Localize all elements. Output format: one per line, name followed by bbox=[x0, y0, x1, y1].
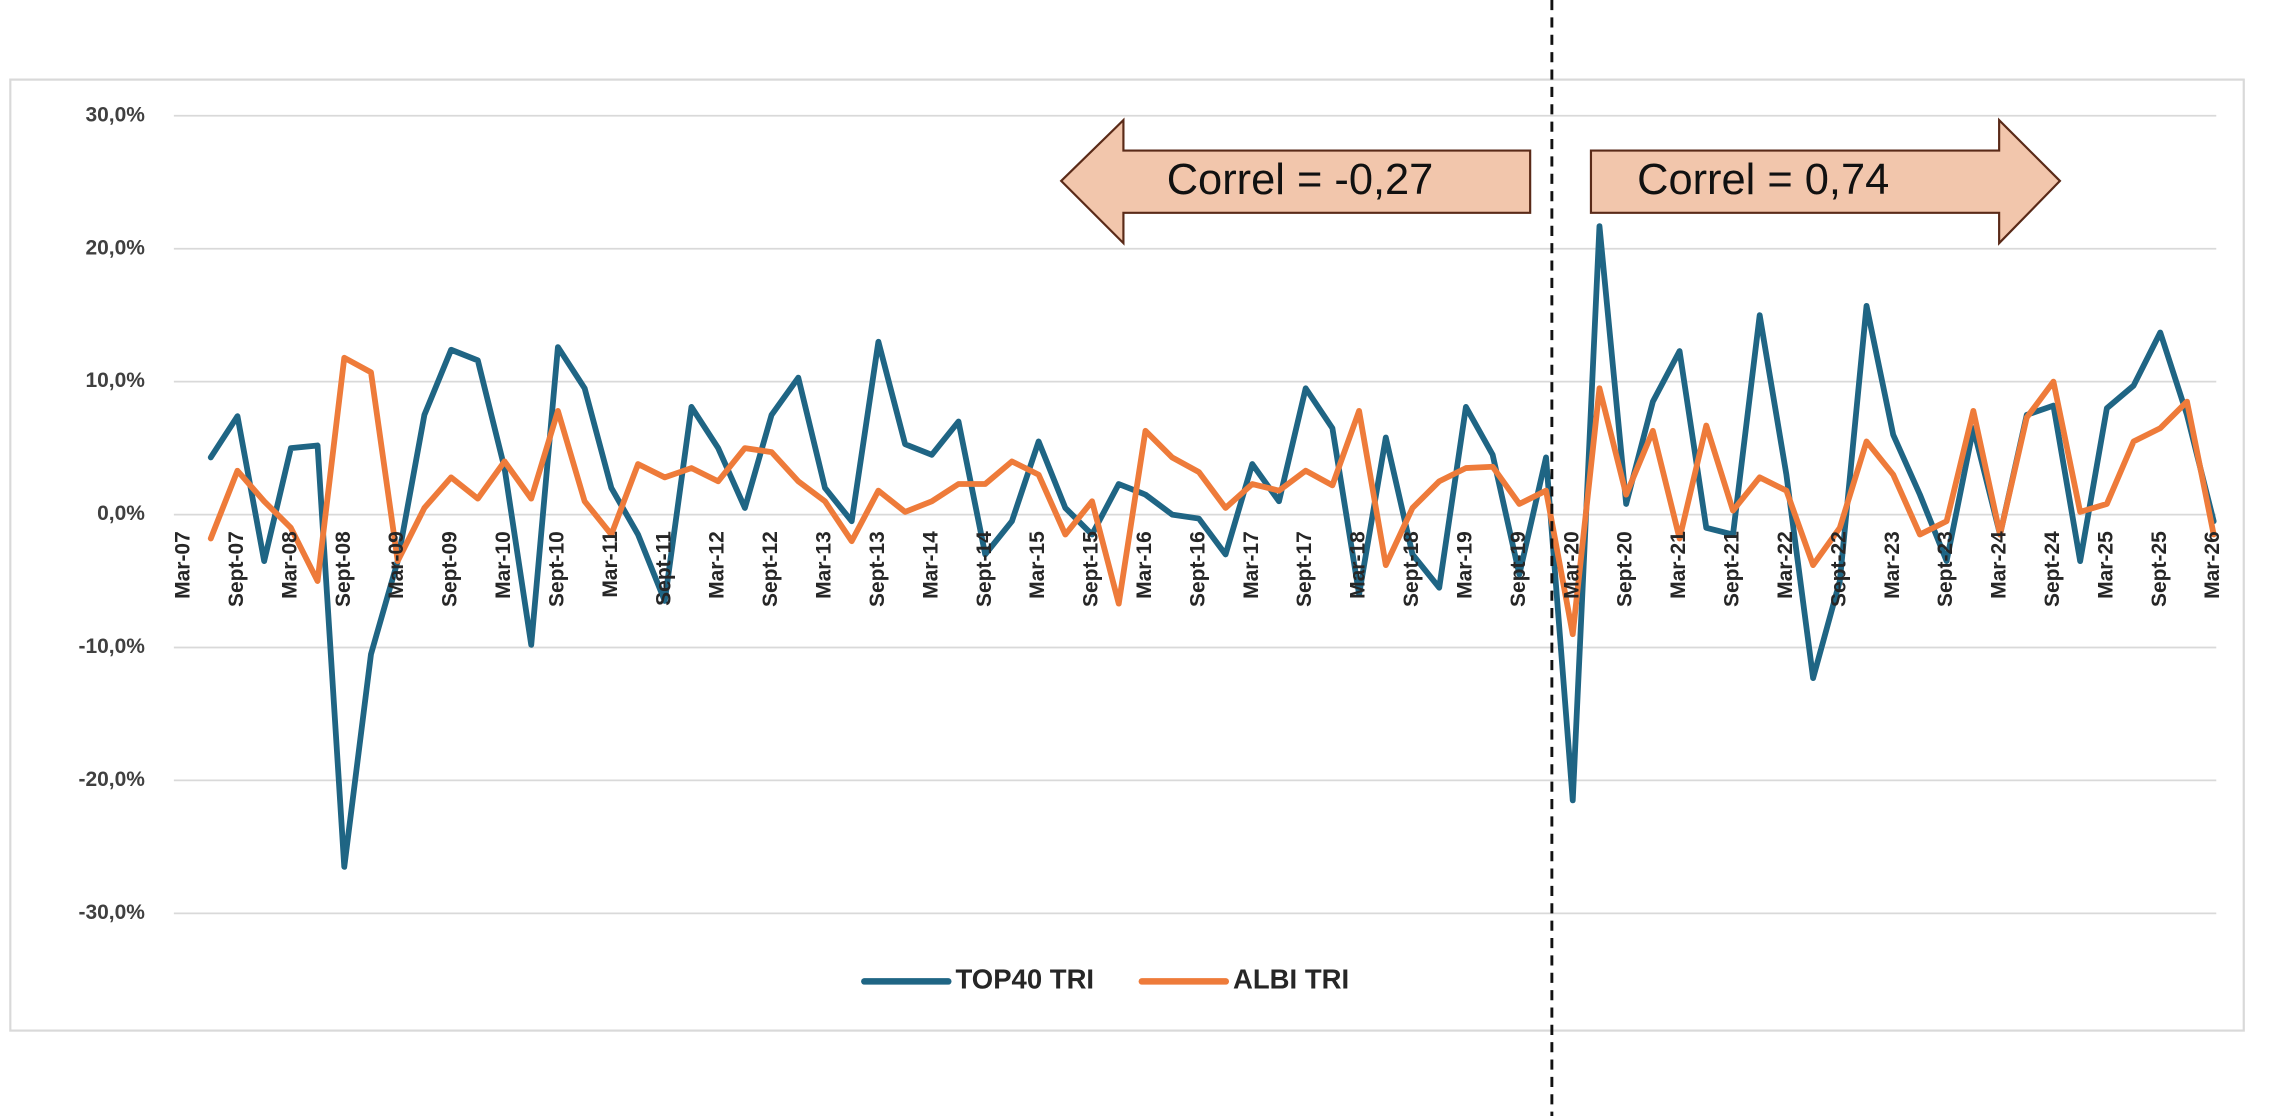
y-tick-label: -30,0% bbox=[78, 901, 145, 924]
legend: TOP40 TRI ALBI TRI bbox=[861, 964, 1349, 995]
series-line bbox=[207, 223, 2217, 870]
x-tick-label: Sept-21 bbox=[1721, 531, 1744, 607]
annotation: Correl = -0,27 bbox=[1167, 156, 1434, 204]
x-tick-label: Mar-08 bbox=[278, 531, 301, 599]
x-tick-label: Sept-13 bbox=[866, 531, 889, 607]
x-tick-label: Mar-25 bbox=[2094, 531, 2117, 599]
legend-label: ALBI TRI bbox=[1233, 964, 1349, 995]
x-tick-label: Sept-24 bbox=[2041, 531, 2064, 607]
x-tick-label: Mar-18 bbox=[1347, 531, 1370, 599]
x-tick-label: Sept-23 bbox=[1934, 531, 1957, 607]
x-tick-label: Sept-18 bbox=[1400, 531, 1423, 607]
x-tick-label: Mar-16 bbox=[1133, 531, 1156, 599]
y-tick-label: -10,0% bbox=[78, 635, 145, 658]
x-tick-label: Mar-07 bbox=[172, 531, 195, 599]
x-tick-label: Mar-17 bbox=[1240, 531, 1263, 599]
x-tick-label: Sept-08 bbox=[332, 531, 355, 607]
x-tick-label: Mar-22 bbox=[1774, 531, 1797, 599]
y-tick-label: 10,0% bbox=[85, 369, 145, 392]
x-tick-label: Sept-25 bbox=[2148, 531, 2171, 607]
x-tick-label: Mar-23 bbox=[1881, 531, 1904, 599]
annotation: Correl = 0,74 bbox=[1637, 156, 1889, 204]
x-tick-label: Sept-12 bbox=[759, 531, 782, 607]
x-tick-label: Mar-20 bbox=[1560, 531, 1583, 599]
y-tick-label: 0,0% bbox=[97, 502, 145, 525]
y-tick-label: -20,0% bbox=[78, 768, 145, 791]
lines bbox=[207, 223, 2217, 870]
x-tick-label: Sept-19 bbox=[1507, 531, 1530, 607]
legend-label: TOP40 TRI bbox=[956, 964, 1095, 995]
x-tick-label: Sept-10 bbox=[545, 531, 568, 607]
x-tick-label: Sept-22 bbox=[1827, 531, 1850, 607]
x-tick-label: Sept-11 bbox=[652, 531, 675, 606]
x-tick-label: Sept-20 bbox=[1614, 531, 1637, 607]
arrow-left bbox=[1059, 117, 1532, 246]
x-tick-label: Sept-15 bbox=[1080, 531, 1103, 607]
x-tick-label: Mar-12 bbox=[706, 531, 729, 599]
x-tick-label: Mar-24 bbox=[1988, 531, 2011, 599]
x-tick-label: Sept-14 bbox=[973, 531, 996, 607]
x-tick-label: Mar-09 bbox=[385, 531, 408, 599]
x-tick-label: Mar-13 bbox=[813, 531, 836, 599]
y-tick-label: 20,0% bbox=[85, 236, 145, 259]
x-tick-label: Mar-11 bbox=[599, 531, 622, 598]
x-tick-label: Mar-14 bbox=[919, 531, 942, 599]
x-tick-label: Mar-26 bbox=[2201, 531, 2224, 599]
x-tick-label: Mar-15 bbox=[1026, 531, 1049, 599]
x-tick-label: Sept-09 bbox=[439, 531, 462, 607]
x-tick-label: Sept-17 bbox=[1293, 531, 1316, 607]
x-tick-label: Mar-19 bbox=[1453, 531, 1476, 599]
x-tick-label: Sept-16 bbox=[1186, 531, 1209, 607]
x-tick-label: Mar-10 bbox=[492, 531, 515, 599]
arrow-right bbox=[1589, 117, 2062, 246]
x-tick-label: Sept-07 bbox=[225, 531, 248, 607]
series-line bbox=[207, 354, 2217, 638]
x-tick-label: Mar-21 bbox=[1667, 531, 1690, 599]
y-tick-label: 30,0% bbox=[85, 103, 145, 126]
x-axis: Mar-07 Sept-07 Mar-08 Sept-08 Mar-09 Sept-09 M… bbox=[172, 531, 2225, 607]
